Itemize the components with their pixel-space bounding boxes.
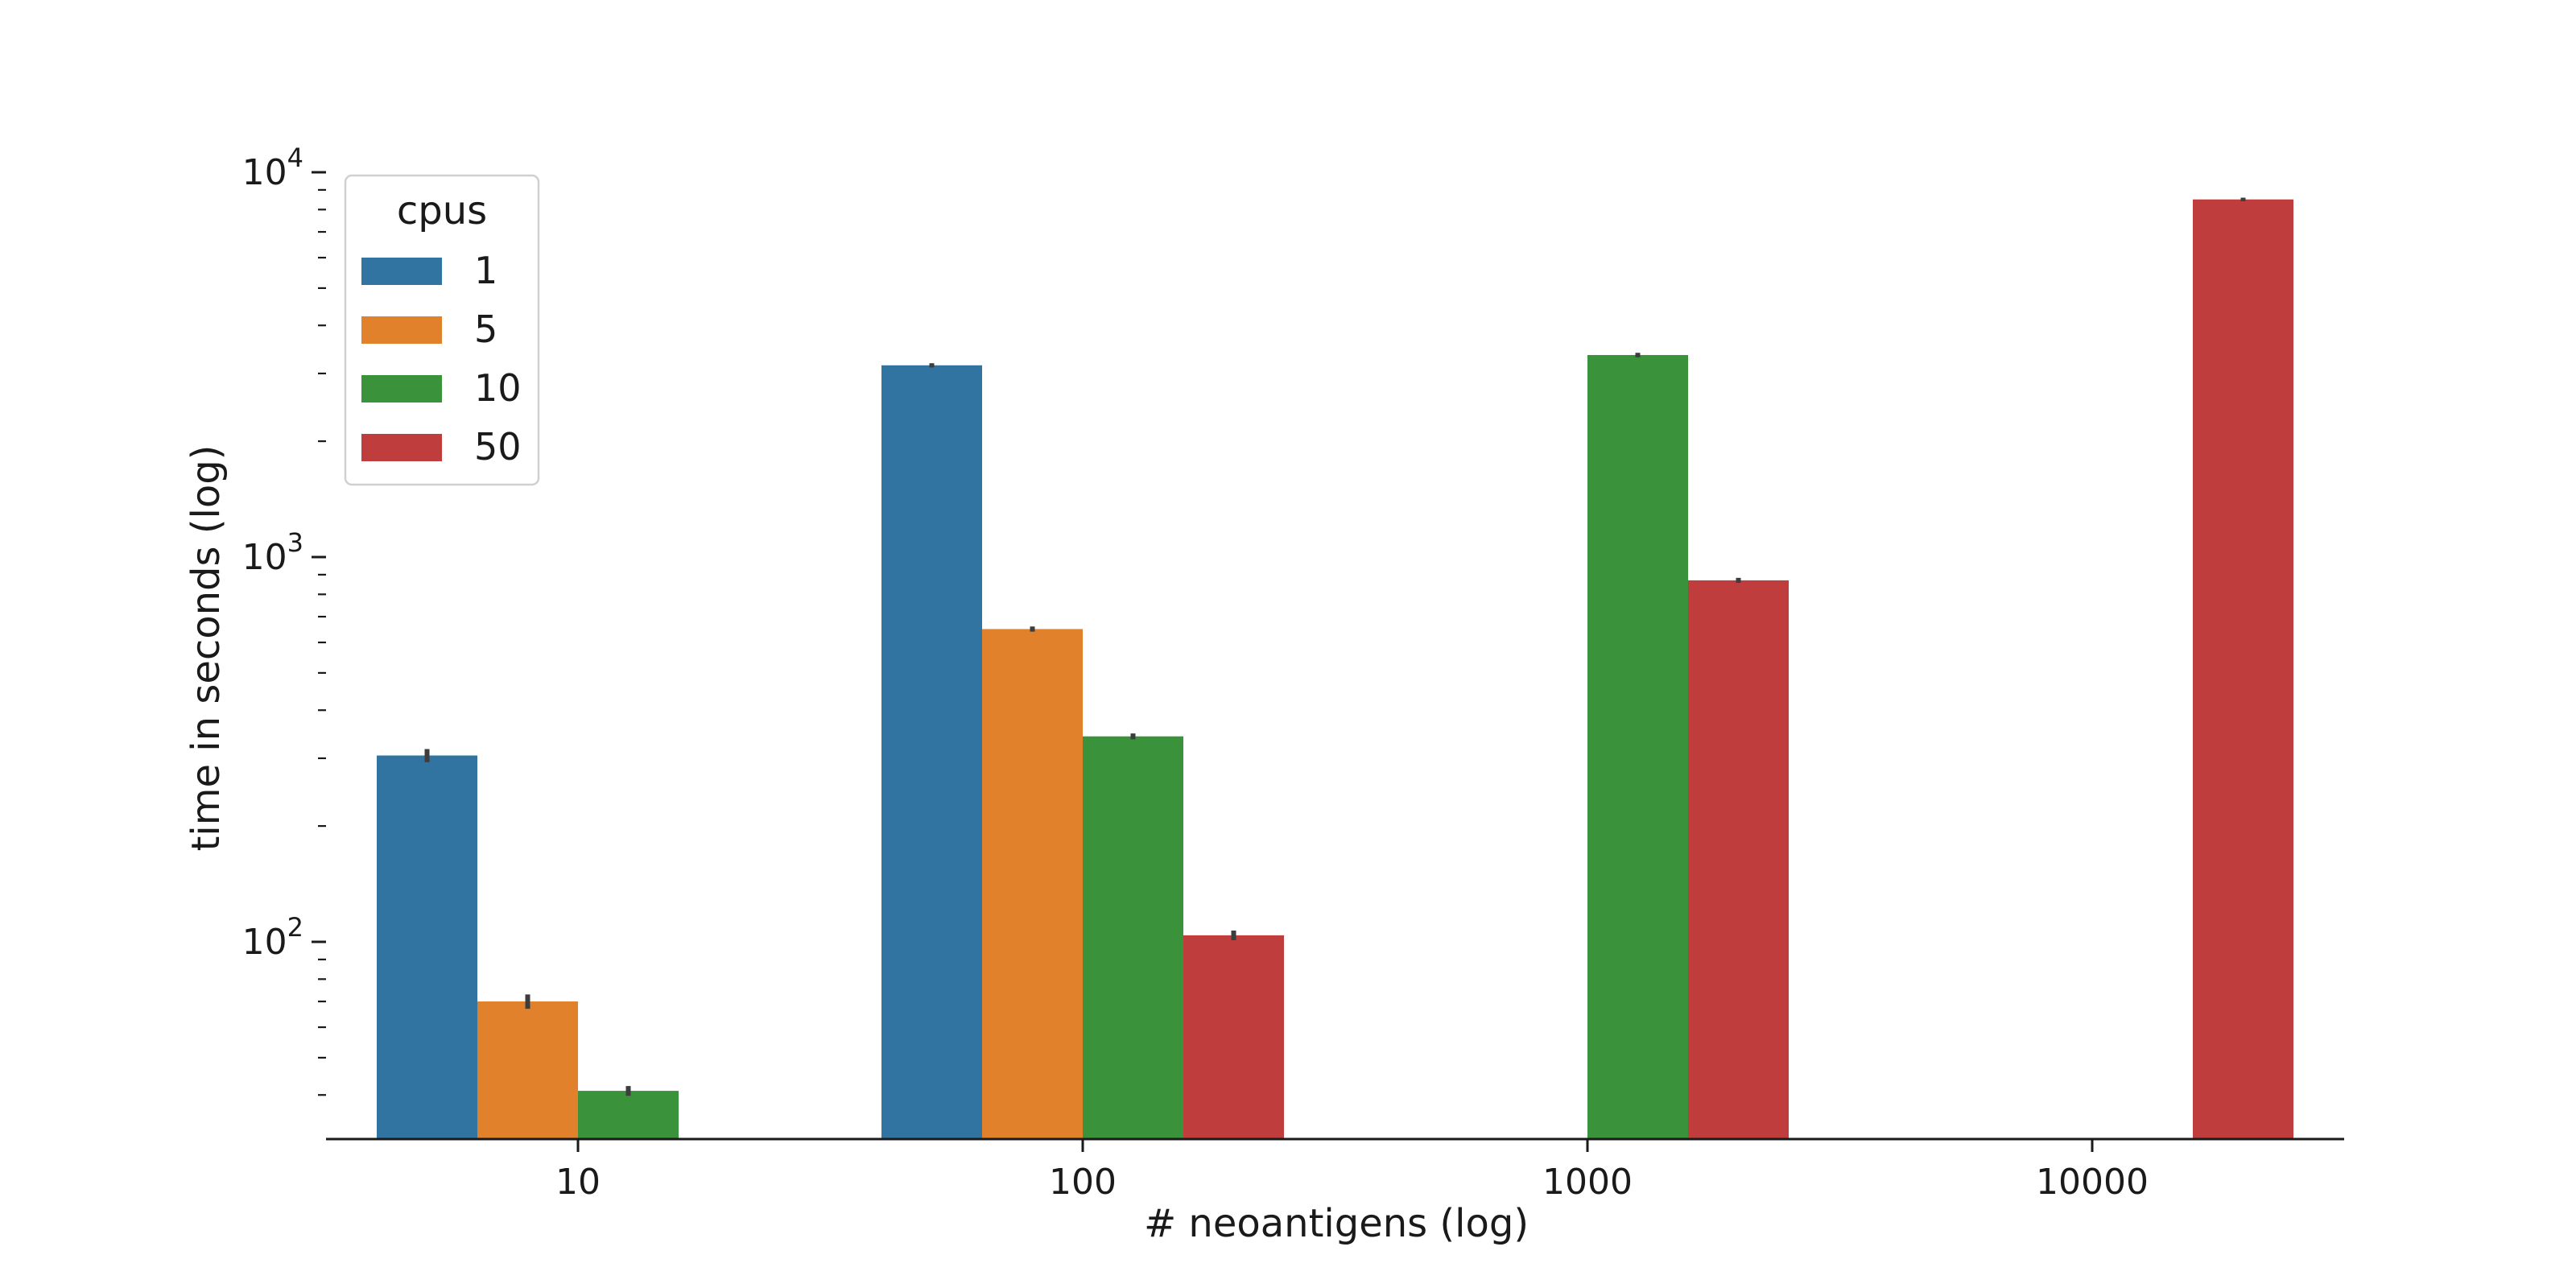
bar-cpus-5-n-100 bbox=[982, 629, 1083, 1139]
legend-entry-1: 1 bbox=[474, 249, 497, 292]
bar-cpus-1-n-100 bbox=[881, 365, 982, 1139]
x-tick-label: 10 bbox=[555, 1162, 601, 1203]
error-bars-layer bbox=[424, 197, 2246, 1096]
y-axis-label: time in seconds (log) bbox=[184, 445, 229, 852]
x-axis-label: # neoantigens (log) bbox=[1144, 1201, 1529, 1246]
x-tick-label: 100 bbox=[1049, 1162, 1117, 1203]
bar-cpus-50-n-10000 bbox=[2193, 199, 2293, 1139]
y-tick-label: 104 bbox=[242, 142, 303, 193]
legend-entry-10: 10 bbox=[474, 366, 522, 410]
bar-cpus-10-n-100 bbox=[1083, 736, 1183, 1139]
bars-layer bbox=[377, 199, 2293, 1140]
legend-entry-5: 5 bbox=[474, 308, 497, 351]
legend-swatch-5 bbox=[361, 316, 442, 344]
legend: cpus 1 5 10 50 bbox=[344, 174, 540, 486]
bar-cpus-10-n-10 bbox=[578, 1091, 679, 1139]
legend-swatch-1 bbox=[361, 258, 442, 285]
bar-cpus-1-n-10 bbox=[377, 755, 477, 1139]
bar-cpus-50-n-100 bbox=[1183, 935, 1284, 1139]
bar-cpus-50-n-1000 bbox=[1688, 580, 1789, 1139]
legend-title: cpus bbox=[397, 188, 487, 233]
legend-swatch-50 bbox=[361, 434, 442, 461]
x-tick-label: 1000 bbox=[1542, 1162, 1633, 1203]
legend-entry-50: 50 bbox=[474, 425, 522, 469]
x-tick-label: 10000 bbox=[2036, 1162, 2149, 1203]
y-axis: 102 103 104 bbox=[242, 142, 326, 1096]
y-tick-label: 102 bbox=[242, 912, 303, 963]
x-axis: 10 100 1000 10000 bbox=[326, 1137, 2344, 1203]
y-tick-label: 103 bbox=[242, 527, 303, 578]
bar-cpus-5-n-10 bbox=[477, 1001, 578, 1139]
legend-swatch-10 bbox=[361, 375, 442, 402]
bar-cpus-10-n-1000 bbox=[1587, 355, 1688, 1140]
